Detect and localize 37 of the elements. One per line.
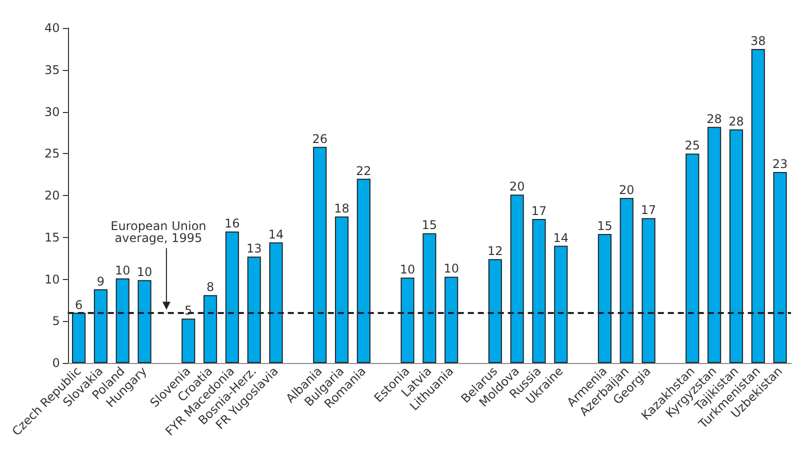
data-label: 23	[772, 157, 788, 172]
data-label: 20	[619, 183, 634, 198]
y-tick-label: 30	[44, 104, 60, 119]
data-label: 17	[531, 204, 547, 218]
ref-line-label: European Union average, 1995	[110, 219, 206, 246]
data-label: 13	[246, 242, 262, 256]
data-label: 12	[488, 244, 503, 258]
data-label: 20	[509, 180, 525, 194]
data-label: 16	[224, 216, 240, 231]
y-tick-label: 25	[44, 146, 60, 161]
y-tick-label: 15	[44, 230, 60, 244]
data-label: 17	[640, 203, 656, 218]
data-label: 14	[268, 227, 284, 242]
data-label: 22	[356, 164, 372, 178]
data-label: 38	[750, 34, 766, 48]
data-label: 26	[312, 132, 328, 146]
y-tick-label: 40	[44, 21, 60, 35]
data-label: 25	[684, 138, 700, 153]
data-label: 9	[96, 274, 105, 288]
data-label: 8	[206, 280, 214, 294]
y-tick-label: 35	[44, 62, 60, 77]
y-tick-label: 5	[52, 314, 60, 328]
y-tick-label: 0	[52, 356, 60, 370]
data-label: 28	[706, 112, 722, 126]
data-label: 10	[114, 263, 130, 278]
data-label: 10	[444, 262, 459, 276]
data-label: 18	[334, 201, 350, 216]
y-tick-label: 20	[44, 188, 60, 202]
data-label: 10	[400, 262, 416, 277]
data-label: 28	[728, 114, 744, 128]
data-label: 14	[553, 230, 569, 245]
bar	[182, 318, 196, 363]
y-tick-label: 10	[44, 272, 60, 286]
data-label: 6	[74, 298, 83, 312]
data-label: 15	[597, 219, 612, 234]
data-label: 15	[422, 218, 438, 232]
data-label: 10	[136, 265, 152, 280]
